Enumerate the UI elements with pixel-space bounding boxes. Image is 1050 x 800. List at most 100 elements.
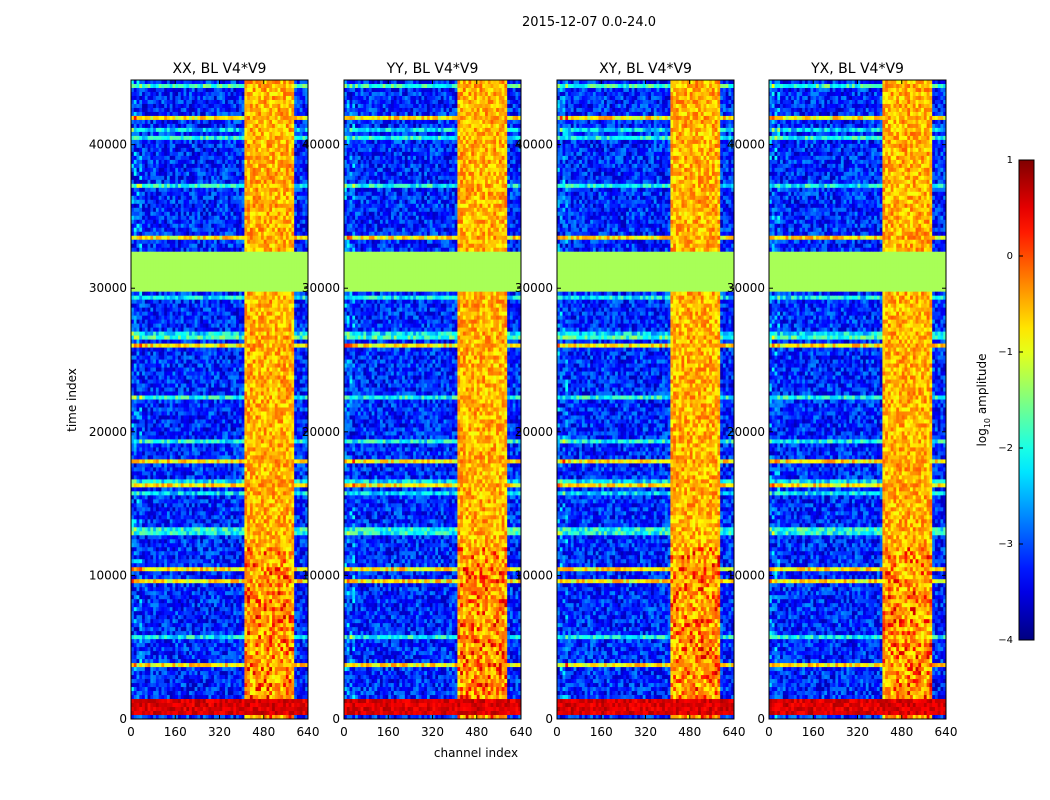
heatmap-cell bbox=[247, 87, 251, 93]
heatmap-cell bbox=[244, 195, 248, 201]
heatmap-cell bbox=[180, 211, 184, 217]
heatmap-cell bbox=[133, 303, 137, 309]
heatmap-cell bbox=[180, 255, 184, 261]
heatmap-cell bbox=[291, 279, 295, 285]
heatmap-cell bbox=[247, 227, 251, 233]
heatmap-cell bbox=[139, 215, 143, 221]
heatmap-cell bbox=[225, 251, 229, 257]
heatmap-cell bbox=[164, 87, 168, 93]
heatmap-cell bbox=[147, 307, 151, 313]
heatmap-cell bbox=[144, 95, 148, 101]
heatmap-cell bbox=[288, 171, 292, 177]
heatmap-cell bbox=[213, 151, 218, 157]
heatmap-cell bbox=[142, 143, 146, 149]
heatmap-cell bbox=[189, 163, 193, 169]
heatmap-cell bbox=[161, 367, 165, 372]
heatmap-cell bbox=[305, 311, 308, 317]
heatmap-cell bbox=[263, 167, 267, 173]
heatmap-cell bbox=[180, 291, 184, 297]
heatmap-cell bbox=[194, 299, 198, 305]
heatmap-cell bbox=[153, 223, 157, 229]
heatmap-cell bbox=[233, 351, 237, 356]
heatmap-cell bbox=[227, 383, 231, 388]
heatmap-cell bbox=[191, 127, 196, 133]
heatmap-cell bbox=[230, 179, 234, 185]
heatmap-cell bbox=[191, 123, 196, 129]
heatmap-cell bbox=[222, 83, 226, 89]
heatmap-cell bbox=[274, 195, 278, 201]
heatmap-cell bbox=[189, 327, 193, 332]
heatmap-cell bbox=[302, 199, 306, 205]
heatmap-cell bbox=[258, 211, 262, 217]
heatmap-cell bbox=[131, 259, 135, 265]
heatmap-cell bbox=[133, 215, 137, 221]
heatmap-cell bbox=[230, 335, 234, 340]
heatmap-cell bbox=[131, 367, 135, 372]
heatmap-cell bbox=[236, 295, 240, 301]
heatmap-cell bbox=[180, 279, 184, 285]
heatmap-cell bbox=[280, 311, 284, 317]
heatmap-cell bbox=[144, 191, 148, 197]
heatmap-cell bbox=[283, 223, 287, 229]
heatmap-cell bbox=[180, 387, 184, 392]
heatmap-cell bbox=[144, 319, 148, 325]
heatmap-cell bbox=[211, 95, 215, 101]
heatmap-cell bbox=[233, 195, 237, 201]
heatmap-cell bbox=[194, 163, 198, 169]
heatmap-cell bbox=[244, 335, 248, 340]
heatmap-cell bbox=[180, 303, 184, 309]
heatmap-cell bbox=[302, 187, 306, 193]
heatmap-cell bbox=[302, 171, 306, 177]
heatmap-cell bbox=[263, 223, 267, 229]
heatmap-cell bbox=[305, 299, 308, 305]
heatmap-cell bbox=[147, 347, 151, 352]
heatmap-cell bbox=[136, 219, 140, 225]
heatmap-cell bbox=[136, 247, 140, 253]
heatmap-cell bbox=[291, 131, 295, 137]
heatmap-cell bbox=[272, 179, 276, 185]
heatmap-cell bbox=[194, 219, 198, 225]
heatmap-cell bbox=[296, 243, 301, 249]
heatmap-cell bbox=[233, 99, 237, 105]
heatmap-cell bbox=[305, 359, 308, 364]
heatmap-cell bbox=[158, 187, 162, 193]
heatmap-cell bbox=[291, 295, 295, 301]
y-axis-label: time index bbox=[65, 368, 79, 432]
heatmap-cell bbox=[180, 347, 184, 352]
heatmap-cell bbox=[241, 80, 245, 85]
heatmap-cell bbox=[150, 175, 154, 181]
heatmap-cell bbox=[244, 99, 248, 105]
heatmap-cell bbox=[205, 339, 209, 344]
heatmap-cell bbox=[197, 147, 201, 153]
heatmap-cell bbox=[153, 103, 157, 109]
heatmap-cell bbox=[139, 207, 143, 213]
heatmap-cell bbox=[280, 275, 284, 281]
heatmap-cell bbox=[186, 219, 190, 225]
heatmap-cell bbox=[150, 155, 154, 161]
heatmap-cell bbox=[202, 107, 207, 113]
heatmap-cell bbox=[175, 119, 179, 125]
heatmap-cell bbox=[285, 211, 290, 217]
heatmap-cell bbox=[258, 239, 262, 245]
heatmap-cell bbox=[133, 267, 137, 273]
heatmap-cell bbox=[213, 303, 218, 309]
heatmap-cell bbox=[144, 351, 148, 356]
heatmap-cell bbox=[180, 355, 184, 360]
heatmap-cell bbox=[216, 99, 220, 105]
heatmap-cell bbox=[158, 195, 162, 201]
heatmap-cell bbox=[291, 80, 295, 85]
heatmap-cell bbox=[139, 235, 143, 241]
heatmap-cell bbox=[213, 203, 218, 209]
heatmap-cell bbox=[283, 175, 287, 181]
heatmap-cell bbox=[161, 239, 165, 245]
heatmap-cell bbox=[219, 387, 223, 392]
heatmap-cell bbox=[280, 259, 284, 265]
heatmap-cell bbox=[272, 155, 276, 161]
heatmap-cell bbox=[225, 315, 229, 321]
heatmap-cell bbox=[144, 255, 148, 261]
heatmap-cell bbox=[285, 335, 290, 340]
heatmap-cell bbox=[225, 323, 229, 329]
heatmap-cell bbox=[150, 343, 154, 348]
heatmap-cell bbox=[285, 127, 290, 133]
heatmap-cell bbox=[150, 123, 154, 129]
